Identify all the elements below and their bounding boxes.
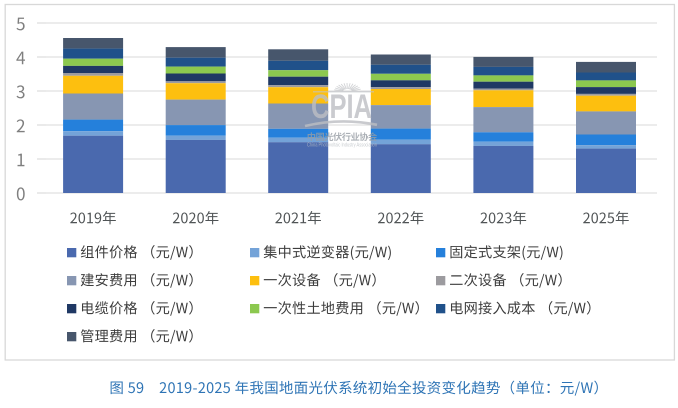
svg-text:China Photovoltaic Industry As: China Photovoltaic Industry Association	[307, 143, 377, 149]
